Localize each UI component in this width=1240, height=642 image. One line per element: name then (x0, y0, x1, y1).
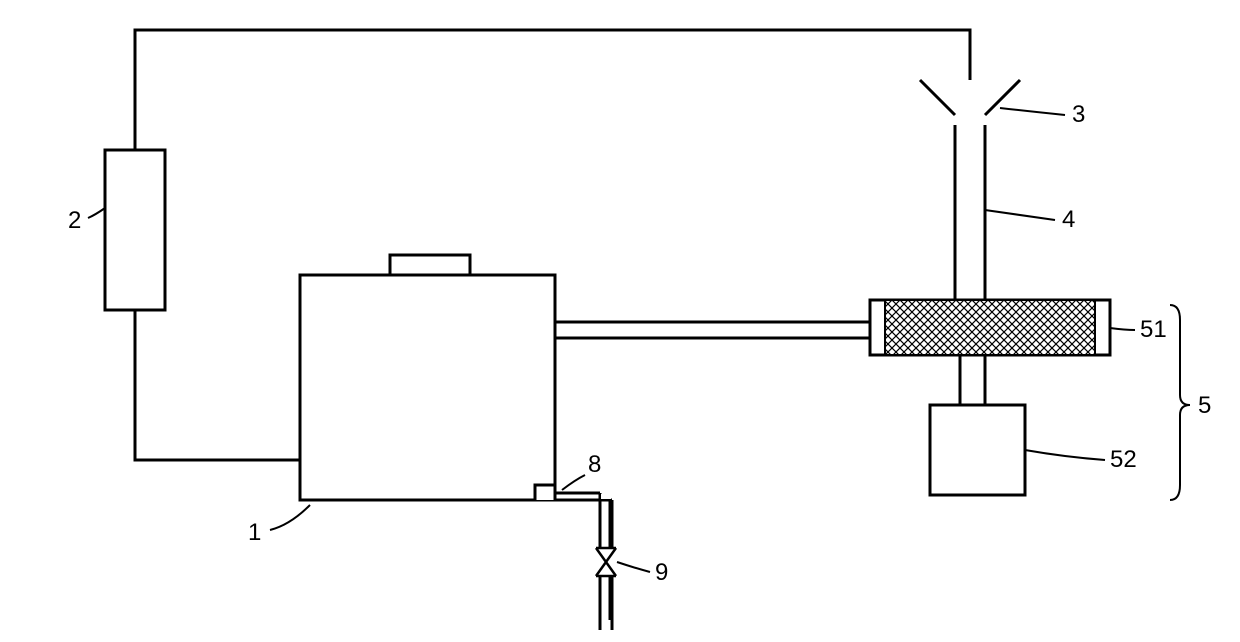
schematic-diagram: 1 2 3 4 51 52 5 8 9 (0, 0, 1240, 642)
label-3: 3 (1072, 101, 1085, 128)
label-52: 52 (1110, 446, 1137, 473)
leader-9 (617, 562, 650, 572)
label-9: 9 (655, 559, 668, 586)
leader-8 (562, 475, 585, 490)
funnel (920, 80, 1020, 115)
leader-52 (1025, 450, 1105, 460)
label-1: 1 (248, 519, 261, 546)
label-5: 5 (1198, 392, 1211, 419)
brace-5 (1170, 305, 1190, 500)
leader-4 (985, 210, 1055, 220)
top-pipe (135, 30, 970, 150)
leader-3 (1000, 108, 1065, 115)
drain-outlet-notch (535, 485, 555, 500)
hatched-box-fill (885, 300, 1095, 355)
leader-2 (88, 208, 105, 218)
main-tank (300, 275, 555, 500)
label-51: 51 (1140, 316, 1167, 343)
label-8: 8 (588, 451, 601, 478)
tank-cap (390, 255, 470, 275)
lower-box (930, 405, 1025, 495)
valve (596, 548, 616, 576)
leader-51 (1110, 328, 1135, 330)
pipe-box2-to-tank (135, 310, 300, 460)
label-2: 2 (68, 207, 81, 234)
label-4: 4 (1062, 206, 1075, 233)
left-box (105, 150, 165, 310)
leader-1 (270, 505, 310, 530)
